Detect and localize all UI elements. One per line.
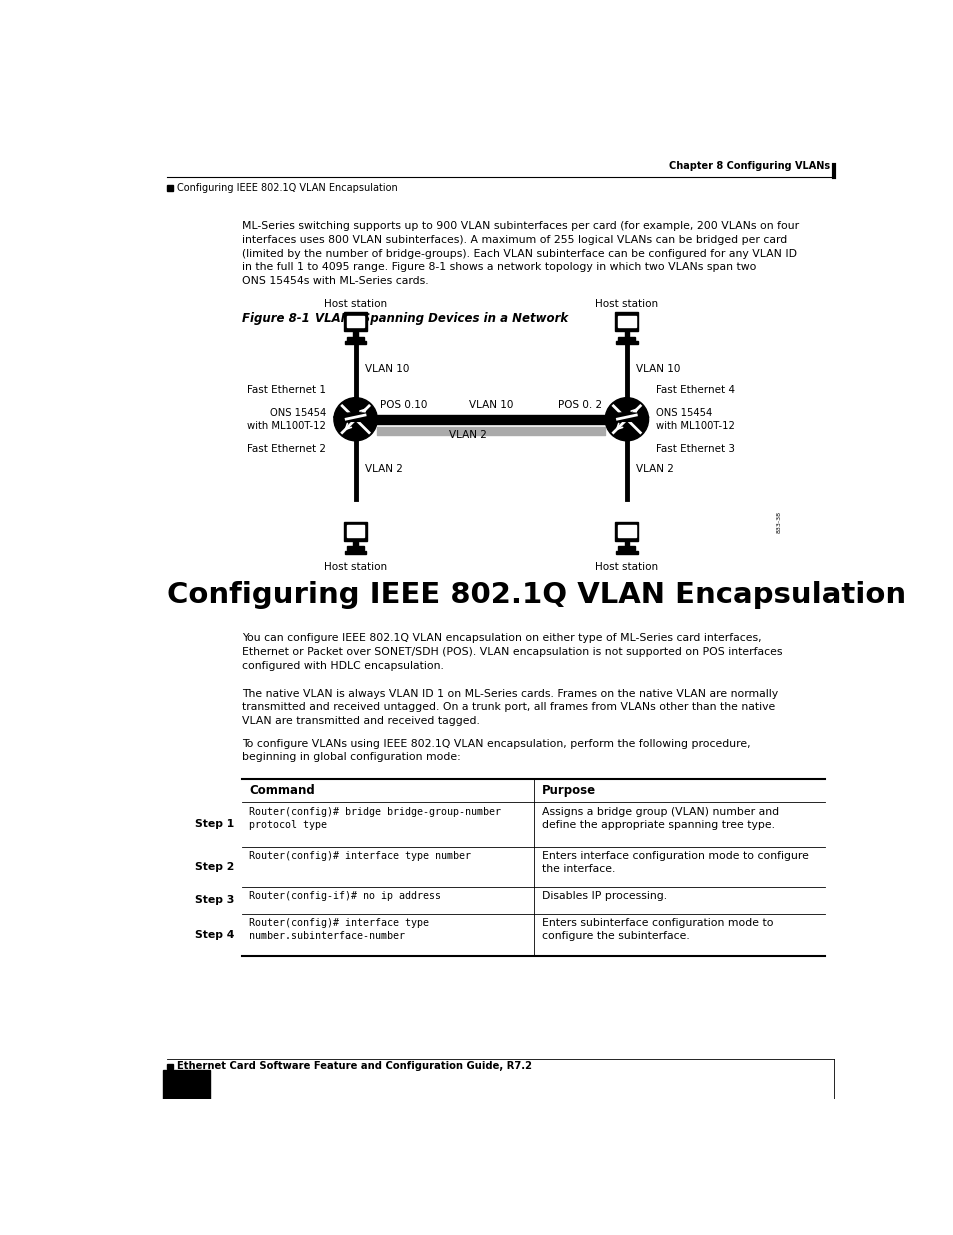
Text: Figure 8-1: Figure 8-1 (241, 312, 309, 325)
Text: Host station: Host station (324, 299, 387, 309)
Text: You can configure IEEE 802.1Q VLAN encapsulation on either type of ML-Series car: You can configure IEEE 802.1Q VLAN encap… (241, 634, 781, 671)
Bar (167, 185, 172, 190)
Bar (347, 337, 364, 341)
Bar (618, 525, 635, 537)
Text: To configure VLANs using IEEE 802.1Q VLAN encapsulation, perform the following p: To configure VLANs using IEEE 802.1Q VLA… (241, 739, 750, 762)
Bar (347, 546, 364, 550)
Bar (624, 541, 629, 547)
Text: Step 3: Step 3 (194, 895, 233, 905)
Bar (615, 312, 638, 331)
Text: Host station: Host station (595, 562, 658, 572)
Text: The native VLAN is always VLAN ID 1 on ML-Series cards. Frames on the native VLA: The native VLAN is always VLAN ID 1 on M… (241, 689, 777, 726)
Text: Chapter 8 Configuring VLANs: Chapter 8 Configuring VLANs (668, 162, 829, 172)
Text: Fast Ethernet 3: Fast Ethernet 3 (656, 443, 735, 453)
Text: Step 1: Step 1 (194, 819, 233, 829)
Text: Router(config-if)# no ip address: Router(config-if)# no ip address (249, 892, 441, 902)
Text: ML-Series switching supports up to 900 VLAN subinterfaces per card (for example,: ML-Series switching supports up to 900 V… (241, 221, 798, 285)
Bar (615, 521, 638, 541)
Ellipse shape (604, 412, 648, 421)
Text: Enters interface configuration mode to configure
the interface.: Enters interface configuration mode to c… (541, 851, 807, 874)
Bar (353, 541, 357, 547)
Text: Configuring IEEE 802.1Q VLAN Encapsulation: Configuring IEEE 802.1Q VLAN Encapsulati… (167, 580, 905, 609)
Text: Configuring IEEE 802.1Q VLAN Encapsulation: Configuring IEEE 802.1Q VLAN Encapsulati… (177, 183, 397, 193)
Bar (344, 341, 366, 345)
Text: Fast Ethernet 2: Fast Ethernet 2 (247, 443, 326, 453)
Text: VLAN 10: VLAN 10 (636, 364, 679, 374)
Text: Router(config)# bridge bridge-group-number
protocol type: Router(config)# bridge bridge-group-numb… (249, 806, 501, 830)
Bar (344, 312, 367, 331)
Text: Step 4: Step 4 (194, 930, 233, 940)
Text: 833-38: 833-38 (777, 510, 781, 532)
Text: ONS 15454: ONS 15454 (656, 408, 712, 417)
Bar (618, 337, 635, 341)
Text: POS 0. 2: POS 0. 2 (558, 400, 601, 410)
Text: Router(config)# interface type
number.subinterface-number: Router(config)# interface type number.su… (249, 918, 429, 941)
Text: VLAN 2: VLAN 2 (365, 464, 402, 474)
Bar (624, 331, 629, 337)
Text: Command: Command (249, 784, 314, 797)
Bar (344, 521, 367, 541)
Text: POS 0.10: POS 0.10 (380, 400, 427, 410)
Text: Step 2: Step 2 (194, 862, 233, 872)
Bar (616, 341, 637, 345)
Text: Ethernet Card Software Feature and Configuration Guide, R7.2: Ethernet Card Software Feature and Confi… (177, 1061, 532, 1072)
Bar (618, 316, 635, 327)
Bar (616, 551, 637, 553)
Text: with ML100T-12: with ML100T-12 (247, 421, 326, 431)
Text: Host station: Host station (324, 562, 387, 572)
Text: VLAN 2: VLAN 2 (636, 464, 674, 474)
Text: with ML100T-12: with ML100T-12 (656, 421, 735, 431)
Bar (618, 546, 635, 550)
Text: VLAN 10: VLAN 10 (469, 400, 513, 410)
Circle shape (334, 398, 377, 441)
Bar (163, 1070, 210, 1099)
Text: Enters subinterface configuration mode to
configure the subinterface.: Enters subinterface configuration mode t… (541, 918, 772, 941)
Bar (347, 316, 364, 327)
Bar (344, 551, 366, 553)
Text: 8-2: 8-2 (175, 1078, 197, 1091)
Bar (353, 331, 357, 337)
Text: VLAN 2: VLAN 2 (449, 430, 486, 440)
Text: VLAN 10: VLAN 10 (365, 364, 409, 374)
Ellipse shape (334, 412, 377, 421)
Text: VLANs Spanning Devices in a Network: VLANs Spanning Devices in a Network (315, 312, 568, 325)
Text: Disables IP processing.: Disables IP processing. (541, 892, 666, 902)
Bar (167, 1063, 172, 1070)
Circle shape (604, 398, 648, 441)
Text: Fast Ethernet 1: Fast Ethernet 1 (247, 385, 326, 395)
Text: Assigns a bridge group (VLAN) number and
define the appropriate spanning tree ty: Assigns a bridge group (VLAN) number and… (541, 806, 778, 830)
Text: Fast Ethernet 4: Fast Ethernet 4 (656, 385, 735, 395)
Text: Router(config)# interface type number: Router(config)# interface type number (249, 851, 471, 861)
Text: ONS 15454: ONS 15454 (270, 408, 326, 417)
Bar (347, 525, 364, 537)
Text: Purpose: Purpose (541, 784, 595, 797)
Text: Host station: Host station (595, 299, 658, 309)
